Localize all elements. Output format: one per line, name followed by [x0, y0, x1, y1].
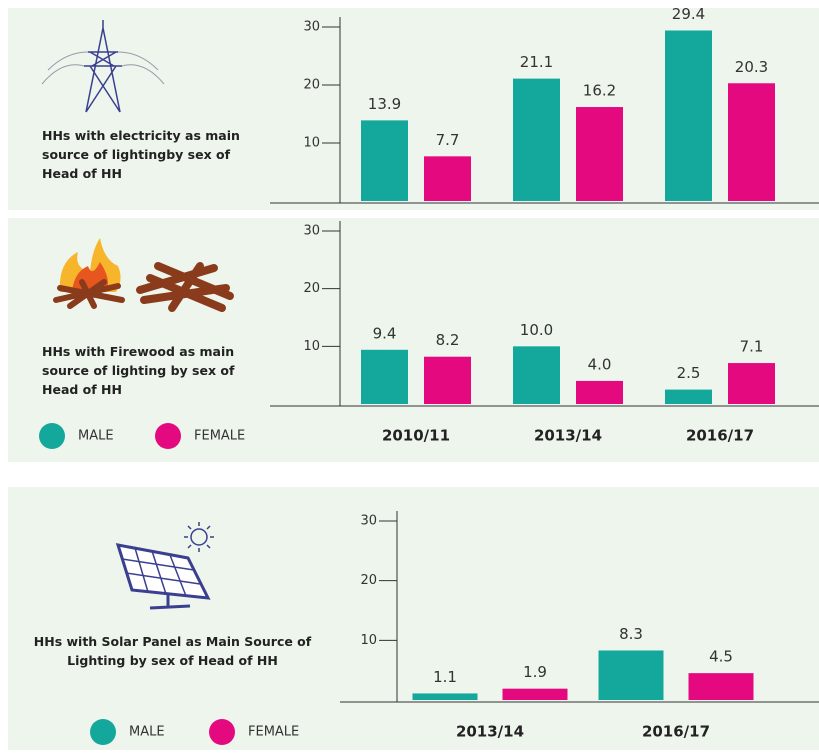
chart-title: HHs with Firewood as main source of ligh… — [42, 344, 235, 397]
value-label: 4.5 — [709, 648, 733, 666]
bar — [361, 349, 408, 404]
bar — [576, 107, 623, 201]
x-tick-label: 2016/17 — [642, 723, 710, 741]
bar — [665, 30, 712, 202]
value-label: 1.9 — [523, 663, 547, 681]
panel — [8, 218, 819, 462]
fire-icon — [53, 238, 234, 312]
value-label: 9.4 — [373, 324, 397, 342]
bar — [412, 693, 478, 700]
y-tick-label: 20 — [303, 281, 320, 296]
legend-label: FEMALE — [248, 725, 299, 740]
legend-label: FEMALE — [194, 429, 245, 444]
legend-swatch — [39, 423, 65, 449]
bar — [728, 363, 775, 404]
legend-swatch — [155, 423, 181, 449]
legend-label: MALE — [78, 429, 114, 444]
x-tick-label: 2013/14 — [456, 723, 524, 741]
legend-swatch — [90, 719, 116, 745]
value-label: 13.9 — [368, 95, 401, 113]
value-label: 21.1 — [520, 53, 553, 71]
x-tick-label: 2010/11 — [382, 427, 450, 445]
x-tick-label: 2016/17 — [686, 427, 754, 445]
value-label: 4.0 — [588, 355, 612, 373]
value-label: 7.7 — [436, 131, 460, 149]
chart-title: HHs with electricity as main source of l… — [42, 128, 240, 181]
value-label: 20.3 — [735, 58, 768, 76]
chart-title: HHs with Solar Panel as Main Source of L… — [33, 634, 312, 668]
bar — [424, 156, 471, 201]
bar — [513, 78, 560, 201]
y-tick-label: 10 — [303, 136, 320, 151]
bar — [728, 83, 775, 201]
bar — [576, 380, 623, 404]
y-tick-label: 20 — [360, 573, 377, 588]
value-label: 8.3 — [619, 625, 643, 643]
value-label: 10.0 — [520, 321, 553, 339]
bar — [502, 688, 568, 700]
bar — [513, 346, 560, 404]
x-tick-label: 2013/14 — [534, 427, 602, 445]
y-tick-label: 10 — [360, 633, 377, 648]
y-tick-label: 10 — [303, 339, 320, 354]
value-label: 29.4 — [672, 5, 705, 23]
bar — [598, 650, 664, 700]
pylon-icon — [41, 20, 165, 113]
value-label: 2.5 — [677, 364, 701, 382]
legend-swatch — [209, 719, 235, 745]
bar — [424, 356, 471, 404]
value-label: 1.1 — [433, 668, 457, 686]
y-tick-label: 30 — [303, 224, 320, 239]
bar — [361, 120, 408, 201]
value-label: 16.2 — [583, 82, 616, 100]
bar — [665, 389, 712, 404]
y-tick-label: 20 — [303, 78, 320, 93]
value-label: 7.1 — [740, 338, 764, 356]
legend-label: MALE — [129, 725, 165, 740]
y-tick-label: 30 — [303, 20, 320, 35]
solar-icon — [115, 522, 214, 610]
y-tick-label: 30 — [360, 514, 377, 529]
panel — [8, 487, 819, 750]
value-label: 8.2 — [436, 331, 460, 349]
bar — [688, 673, 754, 700]
